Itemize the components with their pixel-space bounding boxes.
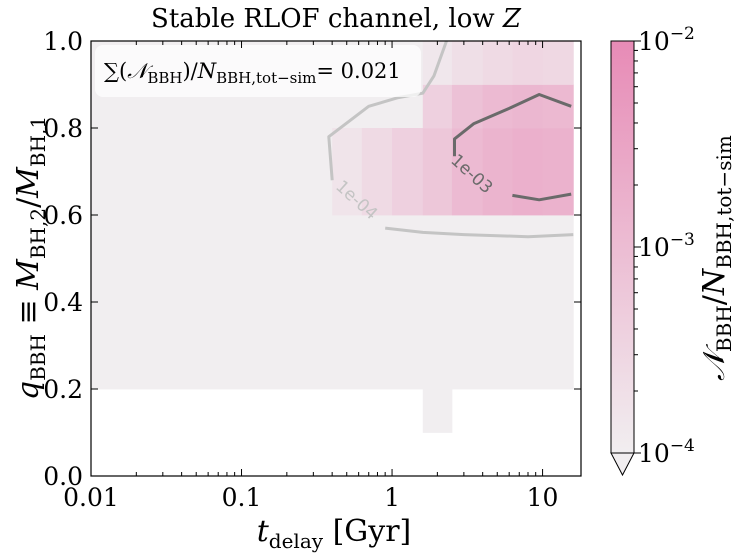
colorbar-tick-label: 10−2 (638, 24, 695, 56)
x-tick-label: 0.01 (63, 483, 119, 512)
y-tick-label: 0.0 (43, 462, 83, 491)
colorbar-extend-triangle (610, 452, 635, 477)
heatmap-cell-6 (451, 128, 484, 216)
heatmap-cell-18 (512, 41, 543, 85)
colorbar: 10−4 10−3 10−2 𝒩BBH/NBBH,tot−sim (610, 24, 736, 477)
y-axis-ticks: 0.0 0.2 0.4 0.6 0.8 1.0 (43, 27, 581, 491)
heatmap-cell-3 (361, 128, 393, 216)
colorbar-tick-label: 10−4 (638, 436, 695, 468)
y-tick-label: 0.4 (43, 288, 83, 317)
colorbar-tick-label: 10−3 (638, 230, 695, 262)
x-tick-label: 10 (527, 483, 559, 512)
heatmap-cells (91, 41, 574, 433)
chart-title: Stable RLOF channel, low Z (151, 4, 522, 34)
heatmap-cell-16 (451, 41, 484, 85)
colorbar-ticks: 10−4 10−3 10−2 (634, 24, 695, 468)
heatmap-cell-2 (332, 128, 363, 216)
y-tick-label: 0.2 (43, 375, 83, 404)
heatmap-cell-12 (482, 84, 513, 129)
heatmap-cell-13 (512, 84, 543, 129)
heatmap-cell-19 (542, 41, 574, 85)
colorbar-label: 𝒩BBH/NBBH,tot−sim (697, 135, 736, 381)
colorbar-gradient (610, 40, 635, 454)
x-tick-label: 0.1 (222, 483, 262, 512)
heatmap-cell-1 (422, 389, 453, 433)
heatmap-cell-8 (512, 128, 543, 216)
heatmap-cell-7 (482, 128, 513, 216)
contour-line-1e-03 (453, 93, 572, 157)
heatmap-cell-9 (542, 128, 574, 216)
contour-line-1e-04 (385, 226, 574, 239)
x-tick-label: 1 (384, 483, 400, 512)
x-axis-ticks: 0.01 0.1 1 10 (63, 41, 558, 512)
plot-frame (90, 40, 582, 477)
y-tick-label: 0.8 (43, 114, 83, 143)
heatmap-cell-4 (392, 128, 424, 216)
annotation-box: ∑(𝒩BBH)/NBBH,tot−sim= 0.021 (95, 45, 421, 97)
y-axis-label: qBBH ≡ MBH,2/MBH,1 (11, 116, 50, 400)
contour-line-1e-04 (327, 41, 448, 181)
y-tick-label: 0.6 (43, 201, 83, 230)
contour-line-1e-03 (512, 192, 572, 202)
x-axis-label: tdelay [Gyr] (257, 514, 412, 553)
heatmap-cell-10 (422, 84, 453, 129)
annotation-text: ∑(𝒩BBH)/NBBH,tot−sim= 0.021 (104, 59, 401, 87)
y-tick-label: 1.0 (43, 27, 83, 56)
heatmap-cell-17 (482, 41, 513, 85)
heatmap-cell-5 (422, 128, 453, 216)
